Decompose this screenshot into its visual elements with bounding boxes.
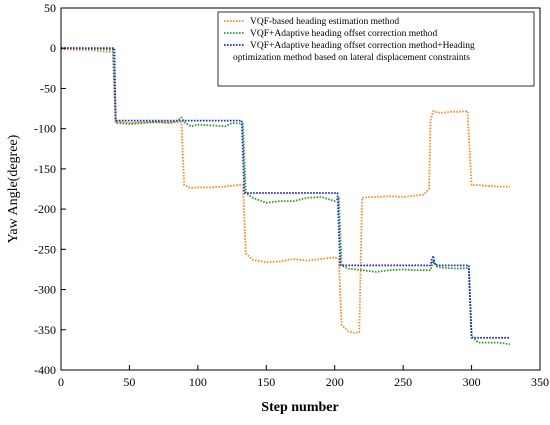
y-tick-label: -300 — [34, 283, 56, 297]
y-tick-label: 0 — [50, 41, 56, 55]
y-tick-label: -350 — [34, 323, 56, 337]
y-tick-label: -400 — [34, 363, 56, 377]
series-line-2 — [61, 47, 511, 346]
y-tick-label: -50 — [40, 81, 56, 95]
y-tick-label: 50 — [44, 1, 56, 15]
y-tick-label: -100 — [34, 122, 56, 136]
legend: VQF-based heading estimation methodVQF+A… — [217, 11, 535, 87]
legend-items: VQF-based heading estimation methodVQF+A… — [224, 17, 475, 63]
plot-frame — [60, 7, 541, 371]
x-tick-label: 100 — [189, 375, 207, 389]
y-tick-label: -150 — [34, 162, 56, 176]
x-axis-title: Step number — [261, 400, 338, 415]
y-axis-title: Yaw Angle(degree) — [6, 134, 21, 243]
x-tick-label: 200 — [326, 375, 344, 389]
series-line-3 — [61, 47, 510, 339]
legend-label-3: VQF+Adaptive heading offset correction m… — [250, 40, 475, 51]
legend-box — [217, 11, 535, 87]
y-tick-label: -200 — [34, 202, 56, 216]
legend-label-1: VQF-based heading estimation method — [250, 17, 399, 27]
x-axis: 0 50 100 150 200 250 300 350 — [58, 365, 549, 389]
y-axis: 50 0 -50 -100 -150 -200 -250 -300 -350 -400 — [34, 1, 66, 377]
x-tick-label: 350 — [531, 375, 549, 389]
x-tick-label: 150 — [257, 375, 275, 389]
series-layer — [60, 47, 511, 346]
x-tick-label: 0 — [58, 375, 64, 389]
x-tick-label: 300 — [463, 375, 481, 389]
y-tick-label: -250 — [34, 242, 56, 256]
series-line-1 — [60, 48, 510, 334]
x-tick-label: 250 — [394, 375, 412, 389]
legend-label-2: VQF+Adaptive heading offset correction m… — [250, 28, 437, 39]
legend-label-3: optimization method based on lateral dis… — [233, 53, 470, 63]
x-tick-label: 50 — [123, 375, 135, 389]
